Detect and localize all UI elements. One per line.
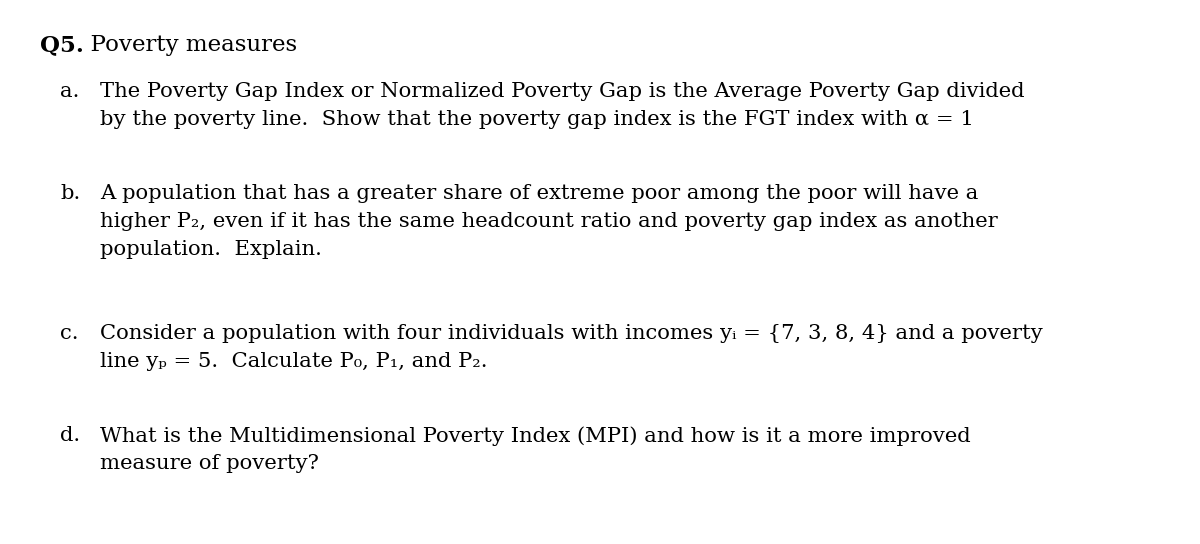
Text: What is the Multidimensional Poverty Index (MPI) and how is it a more improved: What is the Multidimensional Poverty Ind… bbox=[100, 426, 971, 446]
Text: A population that has a greater share of extreme poor among the poor will have a: A population that has a greater share of… bbox=[100, 184, 978, 203]
Text: c.: c. bbox=[60, 324, 78, 343]
Text: measure of poverty?: measure of poverty? bbox=[100, 454, 319, 473]
Text: The Poverty Gap Index or Normalized Poverty Gap is the Average Poverty Gap divid: The Poverty Gap Index or Normalized Pove… bbox=[100, 82, 1025, 101]
Text: Consider a population with four individuals with incomes yᵢ = {7, 3, 8, 4} and a: Consider a population with four individu… bbox=[100, 324, 1043, 343]
Text: by the poverty line.  Show that the poverty gap index is the FGT index with α = : by the poverty line. Show that the pover… bbox=[100, 110, 974, 129]
Text: b.: b. bbox=[60, 184, 80, 203]
Text: line yₚ = 5.  Calculate P₀, P₁, and P₂.: line yₚ = 5. Calculate P₀, P₁, and P₂. bbox=[100, 352, 487, 371]
Text: a.: a. bbox=[60, 82, 79, 101]
Text: d.: d. bbox=[60, 426, 80, 445]
Text: population.  Explain.: population. Explain. bbox=[100, 240, 322, 259]
Text: Poverty measures: Poverty measures bbox=[76, 34, 298, 56]
Text: higher P₂, even if it has the same headcount ratio and poverty gap index as anot: higher P₂, even if it has the same headc… bbox=[100, 212, 997, 231]
Text: Q5.: Q5. bbox=[40, 34, 84, 56]
